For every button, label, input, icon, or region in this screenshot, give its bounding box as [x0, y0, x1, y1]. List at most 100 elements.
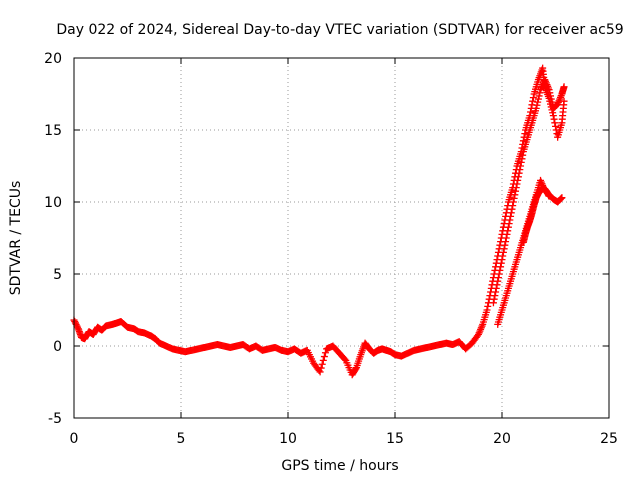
data-point-marker [517, 158, 525, 166]
x-tick-labels: 0 5 10 15 20 25 [70, 431, 618, 447]
data-point-marker [532, 104, 540, 112]
data-point-marker [317, 364, 325, 372]
data-point-marker [503, 230, 511, 238]
data-point-marker [483, 306, 491, 314]
axis-ticks [73, 57, 610, 419]
y-axis-label: SDTVAR / TECUs [8, 181, 24, 296]
data-point-marker [548, 98, 556, 106]
y-tick-label: 15 [44, 123, 62, 139]
data-point-marker [544, 84, 552, 92]
data-point-marker [477, 324, 485, 332]
data-point-marker [500, 245, 508, 253]
x-tick-label: 20 [493, 431, 511, 447]
data-point-marker [475, 329, 483, 337]
data-point-marker [554, 98, 562, 106]
series-sdtvar-late-branch [519, 184, 553, 246]
data-point-marker [534, 95, 542, 103]
data-point-marker [484, 302, 492, 310]
data-point-marker [512, 187, 520, 195]
data-point-marker [543, 81, 551, 89]
y-tick-label: 20 [44, 51, 62, 67]
x-tick-label: 0 [70, 431, 79, 447]
data-point-marker [492, 284, 500, 292]
data-point-marker [494, 277, 502, 285]
y-tick-label: 5 [53, 267, 62, 283]
data-point-marker [541, 76, 549, 84]
data-point-marker [476, 327, 484, 335]
data-point-marker [542, 79, 550, 87]
data-point-marker [501, 241, 509, 249]
data-point-marker [499, 252, 507, 260]
data-point-marker [509, 198, 517, 206]
data-point-marker [518, 155, 526, 163]
data-point-marker [537, 86, 545, 94]
chart-title: Day 022 of 2024, Sidereal Day-to-day VTE… [56, 22, 623, 38]
data-point-marker [491, 292, 499, 300]
data-point-marker [497, 263, 505, 271]
data-point-marker [537, 178, 545, 186]
data-point-marker [497, 259, 505, 267]
data-point-marker [498, 256, 506, 264]
data-point-marker [534, 98, 542, 106]
data-point-marker [555, 97, 563, 105]
data-point-marker [492, 288, 500, 296]
data-point-marker [549, 112, 557, 120]
x-tick-label: 15 [386, 431, 404, 447]
data-point-marker [509, 202, 517, 210]
data-point-marker [513, 180, 521, 188]
data-point-marker [519, 151, 527, 159]
data-point-marker [546, 89, 554, 97]
data-point-marker [352, 365, 360, 373]
data-point-marker [316, 368, 324, 376]
data-point-marker [511, 191, 519, 199]
data-point-marker [495, 270, 503, 278]
y-tick-label: -5 [48, 411, 62, 427]
series-sdtvar-upper-branch [489, 76, 568, 307]
data-point-marker [505, 220, 513, 228]
data-point-marker [499, 248, 507, 256]
data-point-marker [547, 95, 555, 103]
data-point-marker [552, 122, 559, 130]
data-point-marker [557, 194, 565, 202]
data-point-marker [558, 194, 566, 202]
data-point-marker [319, 356, 327, 364]
data-point-marker [556, 195, 564, 203]
data-point-marker [321, 349, 329, 357]
data-point-marker [502, 238, 510, 246]
x-tick-label: 25 [600, 431, 618, 447]
data-point-marker [535, 92, 543, 100]
data-point-marker [514, 176, 522, 184]
data-point-marker [545, 86, 553, 94]
data-point-marker [529, 94, 537, 102]
data-point-marker [474, 330, 482, 338]
data-point-marker [477, 325, 485, 333]
data-point-marker [550, 115, 558, 123]
data-point-marker [560, 83, 568, 91]
data-point-marker [537, 176, 545, 184]
data-point-marker [504, 227, 512, 235]
data-point-marker [493, 281, 501, 289]
x-tick-label: 10 [279, 431, 297, 447]
data-point-marker [478, 322, 486, 330]
data-point-marker [533, 101, 541, 109]
data-point-marker [318, 360, 326, 368]
data-point-marker [547, 92, 555, 100]
data-point-marker [515, 169, 523, 177]
data-point-marker [551, 119, 559, 127]
data-point-marker [502, 234, 510, 242]
data-point-marker [542, 77, 550, 85]
data-point-marker [516, 166, 524, 174]
data-point-marker [544, 82, 552, 90]
data-point-marker [506, 216, 514, 224]
data-point-marker [529, 97, 537, 105]
data-point-marker [512, 184, 520, 192]
y-tick-labels: -5 0 5 10 15 20 [44, 51, 62, 427]
y-tick-label: 10 [44, 195, 62, 211]
data-point-marker [537, 84, 545, 92]
data-point-marker [510, 194, 518, 202]
data-point-marker [507, 212, 515, 220]
data-point-marker [536, 89, 544, 97]
data-point-marker [504, 223, 512, 231]
